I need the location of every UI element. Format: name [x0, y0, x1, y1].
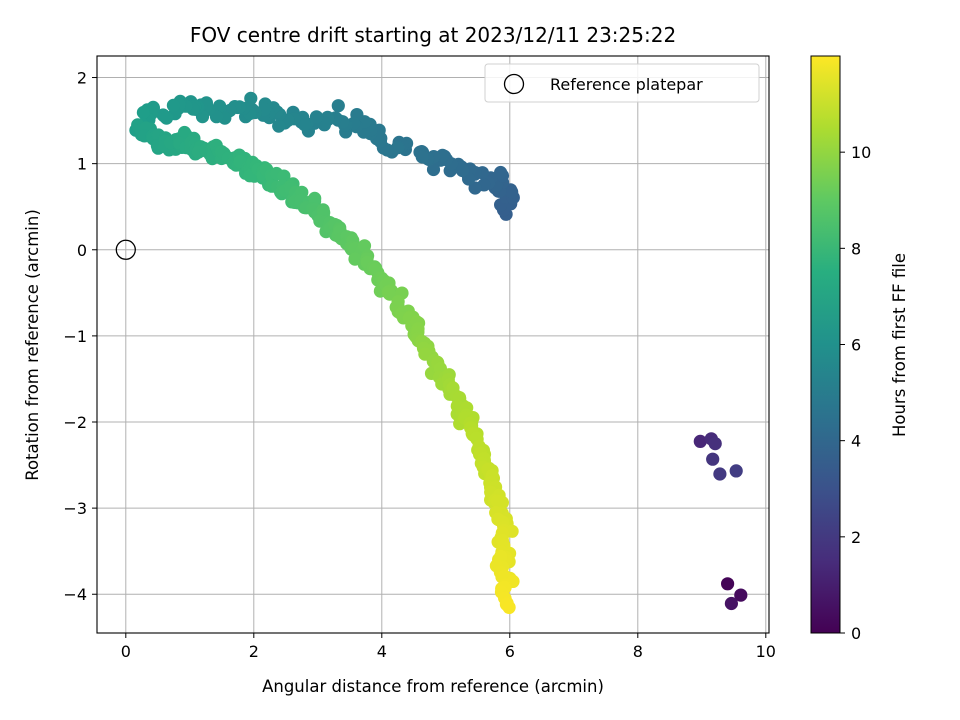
x-tick-label: 8 — [633, 642, 643, 661]
colorbar-tick-label: 6 — [851, 336, 861, 355]
data-point — [415, 150, 429, 164]
data-point — [390, 141, 404, 155]
colorbar-tick-label: 2 — [851, 528, 861, 547]
data-point — [331, 99, 345, 113]
legend-box — [484, 63, 760, 103]
x-axis-title: Angular distance from reference (arcmin) — [262, 677, 604, 696]
x-tick-label: 6 — [505, 642, 515, 661]
chart-title: FOV centre drift starting at 2023/12/11 … — [190, 23, 676, 47]
data-point — [729, 464, 743, 478]
data-point — [357, 239, 372, 253]
data-point — [724, 596, 739, 611]
data-point — [502, 600, 516, 615]
reference-marker — [115, 239, 136, 260]
data-point — [277, 169, 291, 183]
y-tick-label: 1 — [77, 155, 87, 174]
data-point — [693, 434, 707, 448]
colorbar-gradient — [810, 55, 841, 634]
plot-frame — [96, 55, 770, 634]
x-tick-label: 4 — [377, 642, 387, 661]
y-tick-label: −4 — [63, 585, 87, 604]
colorbar-tick-label: 10 — [851, 143, 871, 162]
data-point — [272, 119, 286, 133]
y-axis-title: Rotation from reference (arcmin) — [23, 209, 42, 481]
data-point — [426, 162, 441, 177]
scatter-points — [115, 91, 748, 615]
data-point — [159, 111, 174, 125]
x-tick-label: 10 — [756, 642, 776, 661]
legend: Reference platepar — [484, 63, 760, 103]
data-point — [505, 185, 519, 199]
colorbar-tick-label: 0 — [851, 624, 861, 643]
data-point — [244, 91, 258, 105]
data-point — [166, 98, 180, 112]
data-point — [382, 287, 396, 301]
data-point — [309, 110, 324, 124]
x-axis: 0 2 4 6 8 10 — [121, 633, 776, 661]
data-point — [213, 99, 227, 113]
y-tick-label: −2 — [63, 413, 87, 432]
x-tick-label: 0 — [121, 642, 131, 661]
data-point — [708, 437, 722, 451]
colorbar-tick-label: 8 — [851, 239, 861, 258]
data-point — [493, 494, 507, 509]
data-point — [713, 467, 727, 481]
data-point — [308, 191, 322, 205]
data-point — [505, 524, 519, 538]
y-tick-label: 0 — [77, 241, 87, 260]
colorbar-tick-label: 4 — [851, 432, 861, 451]
data-point — [734, 588, 748, 602]
data-point — [136, 105, 150, 120]
colorbar: 0 2 4 6 8 10 Hours from first FF file — [810, 55, 909, 643]
y-tick-label: 2 — [77, 69, 87, 88]
data-point — [706, 452, 720, 466]
y-tick-label: −3 — [63, 499, 87, 518]
colorbar-label: Hours from first FF file — [890, 253, 909, 437]
data-point — [494, 165, 508, 180]
data-point — [177, 125, 192, 140]
legend-marker — [503, 73, 525, 95]
y-tick-label: −1 — [63, 327, 87, 346]
y-axis: 2 1 0 −1 −2 −3 −4 — [63, 69, 97, 604]
data-point — [297, 117, 311, 131]
colorbar-ticks: 0 2 4 6 8 10 — [840, 143, 871, 643]
legend-label: Reference platepar — [550, 75, 703, 94]
x-tick-label: 2 — [249, 642, 259, 661]
data-point — [721, 577, 735, 591]
